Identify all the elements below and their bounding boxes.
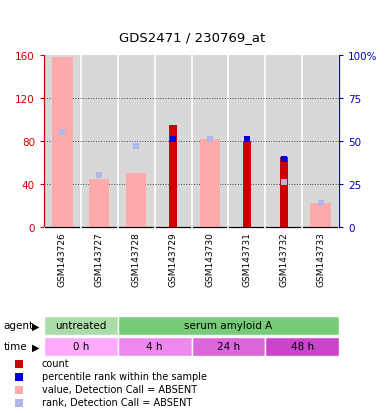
Bar (200, 140, 220, 228)
Text: GSM143727: GSM143727 (95, 232, 104, 287)
Bar (243, 142, 251, 228)
Bar (126, 174, 146, 228)
Text: agent: agent (4, 321, 34, 331)
Bar (52, 58, 73, 228)
Bar (89, 179, 109, 228)
FancyBboxPatch shape (265, 337, 339, 356)
Text: count: count (42, 358, 69, 369)
Text: untreated: untreated (55, 321, 107, 331)
Text: time: time (4, 342, 27, 351)
Text: 4 h: 4 h (146, 342, 163, 351)
Text: GSM143728: GSM143728 (132, 232, 141, 287)
Bar (280, 158, 288, 228)
FancyBboxPatch shape (118, 316, 339, 335)
Text: value, Detection Call = ABSENT: value, Detection Call = ABSENT (42, 385, 197, 394)
Text: GSM143729: GSM143729 (169, 232, 177, 287)
Text: GSM143733: GSM143733 (316, 232, 325, 287)
FancyBboxPatch shape (191, 337, 265, 356)
FancyBboxPatch shape (44, 316, 118, 335)
Text: 48 h: 48 h (291, 342, 314, 351)
Bar (169, 126, 177, 228)
Text: serum amyloid A: serum amyloid A (184, 321, 273, 331)
Text: 0 h: 0 h (73, 342, 89, 351)
Text: 24 h: 24 h (217, 342, 240, 351)
Text: GDS2471 / 230769_at: GDS2471 / 230769_at (119, 31, 266, 43)
Text: GSM143731: GSM143731 (242, 232, 251, 287)
Text: ▶: ▶ (32, 342, 39, 351)
Bar (310, 204, 331, 228)
Text: rank, Detection Call = ABSENT: rank, Detection Call = ABSENT (42, 398, 192, 408)
Text: ▶: ▶ (32, 321, 39, 331)
Text: GSM143732: GSM143732 (279, 232, 288, 287)
Text: percentile rank within the sample: percentile rank within the sample (42, 372, 207, 382)
Text: GSM143730: GSM143730 (206, 232, 214, 287)
Text: GSM143726: GSM143726 (58, 232, 67, 287)
FancyBboxPatch shape (44, 337, 118, 356)
FancyBboxPatch shape (118, 337, 191, 356)
